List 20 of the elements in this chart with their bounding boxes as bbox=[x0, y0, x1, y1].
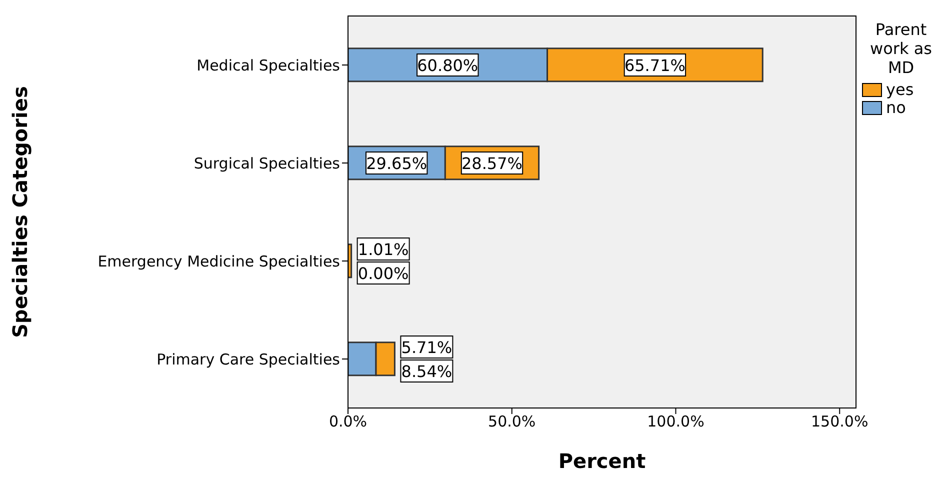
data-label: 29.65% bbox=[366, 154, 428, 173]
x-axis-title: Percent bbox=[558, 449, 646, 473]
x-tick-label: 50.0% bbox=[488, 412, 536, 431]
data-label: 8.54% bbox=[401, 362, 452, 381]
y-tick-label: Medical Specialties bbox=[196, 56, 340, 74]
data-label: 1.01% bbox=[358, 240, 409, 259]
data-label: 28.57% bbox=[461, 154, 522, 173]
y-tick-label: Primary Care Specialties bbox=[156, 350, 340, 368]
x-tick-label: 100.0% bbox=[647, 412, 704, 431]
data-label: 5.71% bbox=[401, 338, 452, 357]
y-tick-label: Surgical Specialties bbox=[194, 154, 340, 172]
x-tick-label: 150.0% bbox=[811, 412, 868, 431]
data-label: 60.80% bbox=[417, 56, 478, 75]
y-axis-title: Specialties Categories bbox=[8, 86, 32, 338]
data-label: 65.71% bbox=[624, 56, 686, 75]
legend-label: yes bbox=[885, 80, 915, 99]
legend-label: no bbox=[885, 98, 906, 117]
x-tick-label: 0.0% bbox=[328, 412, 368, 431]
y-tick-label: Emergency Medicine Specialties bbox=[98, 252, 340, 270]
data-label: 0.00% bbox=[358, 264, 409, 283]
